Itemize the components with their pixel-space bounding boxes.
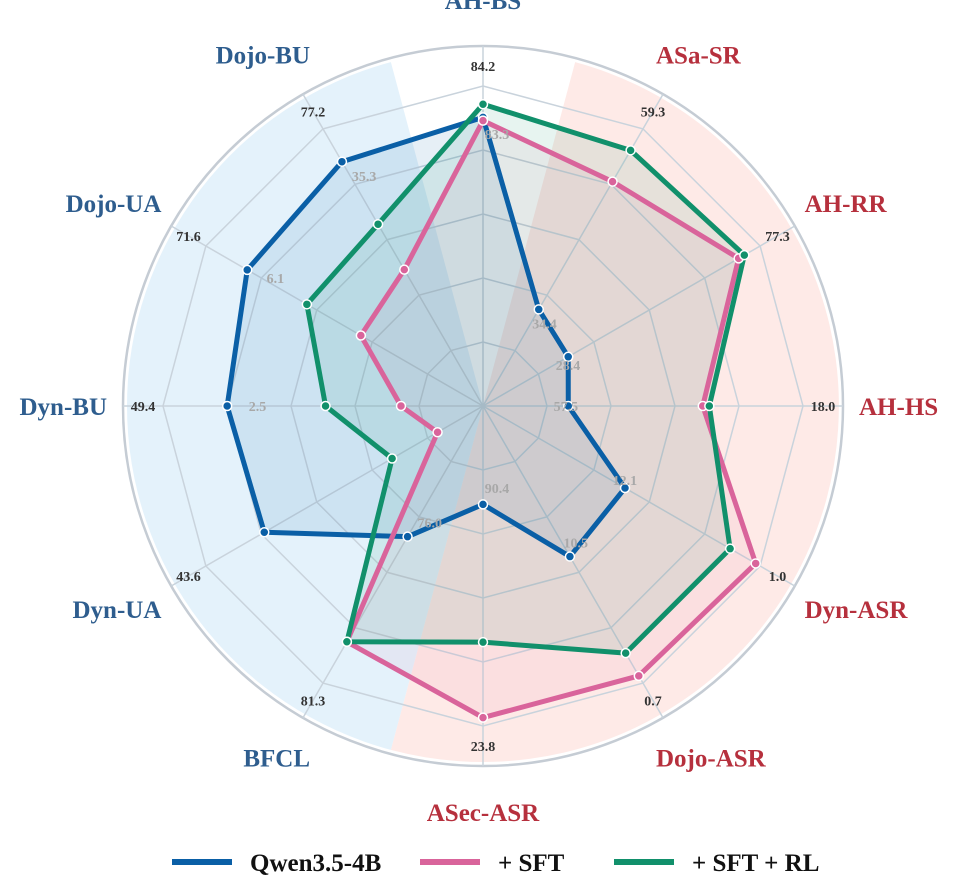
base-value-label: 76.0: [418, 516, 443, 531]
base-value-label: 34.4: [532, 318, 557, 333]
axis-label: Dojo-BU: [216, 42, 310, 69]
legend-label: + SFT: [498, 850, 565, 877]
axis-label: Dojo-ASR: [656, 746, 767, 773]
axis-label: AH-BS: [445, 0, 521, 15]
data-point: [336, 156, 348, 167]
base-value-labels: 83.3 34.4 28.4 57.5 12.1 10.5 90.4 76.0 2.5 6.1 35…: [249, 128, 637, 552]
best-value-label: 77.3: [765, 230, 790, 245]
base-value-label: 57.5: [554, 400, 579, 415]
legend-label: + SFT + RL: [692, 850, 819, 877]
data-point: [619, 482, 631, 494]
data-point: [739, 249, 750, 261]
grid-spoke: [170, 225, 484, 407]
data-point: [607, 176, 618, 187]
series-points: [221, 98, 761, 723]
data-point: [320, 400, 331, 412]
grid-spoke: [302, 405, 484, 719]
series-fill: [227, 117, 626, 557]
base-value-label: 12.1: [613, 474, 638, 489]
base-value-label: 6.1: [267, 272, 285, 287]
data-point: [477, 712, 489, 723]
best-value-label: 84.2: [471, 60, 496, 75]
data-point: [620, 647, 631, 659]
data-point: [402, 531, 413, 542]
data-point: [372, 218, 384, 230]
data-point: [301, 299, 313, 310]
data-point: [633, 670, 645, 682]
base-value-label: 10.5: [563, 536, 588, 551]
axis-label: ASa-SR: [656, 42, 742, 69]
data-point: [395, 400, 407, 412]
legend-label: Qwen3.5-4B: [250, 850, 381, 877]
grid-spoke: [482, 405, 796, 587]
series-fill: [346, 120, 756, 718]
base-value-label: 90.4: [485, 482, 510, 497]
best-value-label: 0.7: [644, 694, 662, 709]
data-point: [341, 636, 353, 648]
data-point: [724, 543, 736, 554]
data-point: [477, 499, 489, 510]
grid-spoke: [170, 405, 484, 587]
axis-label: Dyn-BU: [19, 394, 107, 421]
data-point: [399, 264, 410, 275]
axis-label: BFCL: [243, 746, 310, 773]
data-point: [477, 98, 489, 110]
grid-spoke: [482, 405, 664, 719]
data-point: [477, 636, 489, 648]
axis-label: Dojo-UA: [66, 191, 162, 218]
axis-label: Dyn-UA: [72, 597, 161, 624]
best-value-label: 71.6: [176, 230, 201, 245]
axis-label: Dyn-ASR: [805, 597, 909, 624]
best-value-label: 18.0: [811, 400, 836, 415]
best-value-label: 81.3: [301, 694, 326, 709]
best-value-label: 49.4: [131, 400, 156, 415]
data-point: [750, 558, 761, 569]
data-point: [355, 330, 367, 341]
data-point: [432, 426, 443, 438]
data-point: [563, 400, 574, 412]
best-value-label: 23.8: [471, 740, 496, 755]
best-value-label: 1.0: [769, 570, 787, 585]
series-fills: [227, 104, 756, 718]
data-point: [477, 115, 489, 126]
data-point: [704, 400, 715, 412]
axis-label: AH-HS: [859, 394, 938, 421]
best-value-label: 77.2: [301, 106, 326, 121]
data-point: [386, 453, 398, 464]
base-value-label: 83.3: [485, 128, 510, 143]
data-point: [562, 351, 574, 363]
base-value-label: 28.4: [556, 359, 581, 374]
data-point: [259, 527, 270, 538]
series-fill: [306, 104, 745, 654]
best-value-labels: 84.2 59.3 77.3 18.0 1.0 0.7 23.8 81.3 43.6 49.4 71…: [131, 60, 836, 755]
data-point: [625, 145, 636, 156]
data-point: [221, 400, 233, 412]
data-point: [564, 551, 576, 562]
axis-labels: AH-BS ASa-SR AH-RR AH-HS Dyn-ASR Dojo-ASR ASec…: [19, 0, 938, 827]
data-point: [241, 264, 253, 276]
data-point: [533, 304, 545, 315]
best-value-label: 43.6: [176, 570, 201, 585]
grid-spoke: [302, 93, 484, 407]
axis-label: AH-RR: [805, 191, 888, 218]
axis-label: ASec-ASR: [427, 800, 540, 827]
base-value-label: 2.5: [249, 400, 267, 415]
base-value-label: 35.3: [352, 170, 377, 185]
legend: Qwen3.5-4B + SFT + SFT + RL: [172, 850, 819, 877]
best-value-label: 59.3: [641, 106, 666, 121]
